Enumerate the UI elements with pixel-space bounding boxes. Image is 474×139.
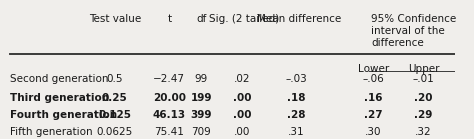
Text: Fourth generation: Fourth generation xyxy=(10,110,118,120)
Text: 0.0625: 0.0625 xyxy=(97,127,133,137)
Text: Lower: Lower xyxy=(358,64,389,74)
Text: 95% Confidence
interval of the
difference: 95% Confidence interval of the differenc… xyxy=(371,14,456,48)
Text: .16: .16 xyxy=(365,93,383,103)
Text: Test value: Test value xyxy=(89,14,141,24)
Text: Third generation: Third generation xyxy=(10,93,109,103)
Text: .00: .00 xyxy=(234,127,250,137)
Text: .29: .29 xyxy=(414,110,433,120)
Text: .18: .18 xyxy=(287,93,306,103)
Text: –.06: –.06 xyxy=(363,75,384,85)
Text: 99: 99 xyxy=(194,75,208,85)
Text: 0.25: 0.25 xyxy=(102,93,128,103)
Text: .32: .32 xyxy=(415,127,432,137)
Text: .00: .00 xyxy=(233,110,251,120)
Text: –.01: –.01 xyxy=(413,75,434,85)
Text: 46.13: 46.13 xyxy=(153,110,186,120)
Text: 75.41: 75.41 xyxy=(155,127,184,137)
Text: df: df xyxy=(196,14,206,24)
Text: Upper: Upper xyxy=(408,64,439,74)
Text: 399: 399 xyxy=(191,110,212,120)
Text: .00: .00 xyxy=(233,93,251,103)
Text: t: t xyxy=(167,14,172,24)
Text: Mean difference: Mean difference xyxy=(256,14,341,24)
Text: .02: .02 xyxy=(234,75,250,85)
Text: 199: 199 xyxy=(191,93,212,103)
Text: 0.5: 0.5 xyxy=(107,75,123,85)
Text: Fifth generation: Fifth generation xyxy=(10,127,93,137)
Text: .20: .20 xyxy=(414,93,433,103)
Text: Sig. (2 tailed): Sig. (2 tailed) xyxy=(209,14,279,24)
Text: .27: .27 xyxy=(365,110,383,120)
Text: .31: .31 xyxy=(288,127,305,137)
Text: 709: 709 xyxy=(191,127,211,137)
Text: .30: .30 xyxy=(365,127,382,137)
Text: Second generation: Second generation xyxy=(10,75,109,85)
Text: 20.00: 20.00 xyxy=(153,93,186,103)
Text: .28: .28 xyxy=(287,110,306,120)
Text: 0.125: 0.125 xyxy=(99,110,131,120)
Text: −2.47: −2.47 xyxy=(154,75,185,85)
Text: –.03: –.03 xyxy=(285,75,307,85)
